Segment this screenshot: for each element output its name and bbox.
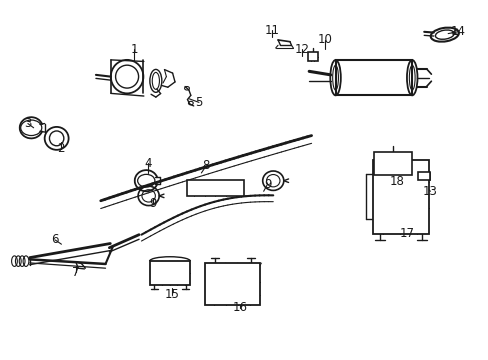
Bar — [335, 60, 411, 95]
Text: 18: 18 — [388, 175, 404, 188]
Bar — [186, 180, 244, 196]
Bar — [418, 172, 429, 180]
Bar — [307, 52, 318, 61]
Text: 11: 11 — [264, 23, 279, 37]
Text: 17: 17 — [399, 227, 414, 240]
Text: 14: 14 — [449, 25, 464, 38]
Bar — [372, 159, 428, 234]
Bar — [149, 261, 190, 285]
Text: 3: 3 — [24, 117, 32, 130]
Text: 1: 1 — [130, 43, 138, 56]
Text: 8: 8 — [202, 159, 209, 172]
Text: 6: 6 — [51, 234, 59, 247]
Text: 2: 2 — [57, 143, 64, 156]
Text: 12: 12 — [294, 43, 309, 56]
Bar — [205, 263, 260, 305]
Text: 13: 13 — [422, 185, 437, 198]
Text: 15: 15 — [164, 288, 179, 301]
Bar — [373, 152, 411, 175]
Text: 4: 4 — [143, 157, 151, 170]
Text: 10: 10 — [317, 33, 332, 46]
Text: 5: 5 — [195, 96, 202, 109]
Text: 9: 9 — [263, 178, 271, 191]
Text: 7: 7 — [72, 266, 80, 279]
Text: 16: 16 — [232, 301, 247, 314]
Text: 9: 9 — [149, 198, 157, 211]
